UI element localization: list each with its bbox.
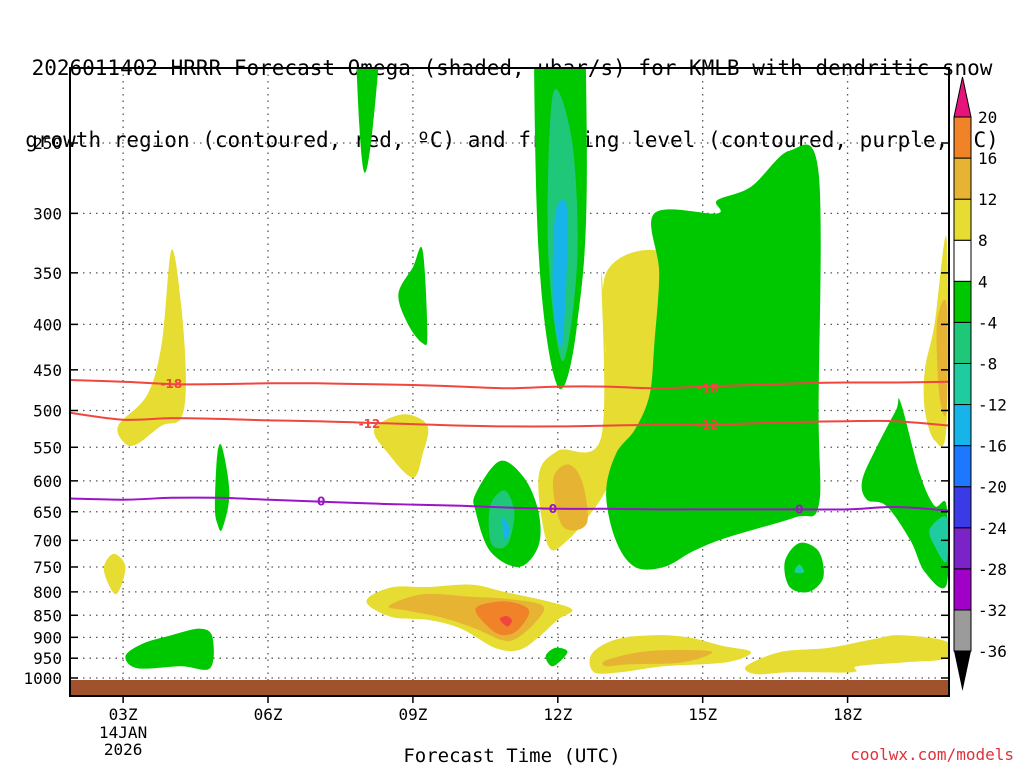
colorbar-box-8	[953, 198, 972, 241]
dendritic-contour-m18-label-2: -18	[697, 381, 719, 395]
y-tick-label-500: 500	[33, 402, 62, 421]
omega-region-30	[744, 635, 949, 675]
y-tick-label-950: 950	[33, 649, 62, 668]
omega-region-5	[398, 246, 428, 346]
x-tick-label-12Z: 12Z	[543, 705, 572, 724]
omega-region-21	[861, 398, 949, 589]
omega-region-26	[499, 616, 512, 627]
colorbar-box--36	[953, 609, 972, 652]
chart-title-line-2: growth region (contoured, red, ºC) and f…	[25, 128, 999, 152]
colorbar-label--28: -28	[978, 560, 1007, 579]
colorbar-box--4	[953, 280, 972, 323]
x-tick-sublabel-1: 14JAN	[99, 723, 147, 742]
site-credit: coolwx.com/models	[850, 745, 1014, 764]
y-tick-label-450: 450	[33, 361, 62, 380]
colorbar-box--32	[953, 568, 972, 611]
omega-region-9	[214, 443, 230, 531]
colorbar-box--16	[953, 404, 972, 447]
colorbar-box-16	[953, 116, 972, 159]
colorbar-box--28	[953, 527, 972, 570]
omega-region-4	[552, 199, 568, 348]
x-tick-label-09Z: 09Z	[398, 705, 427, 724]
colorbar-box--24	[953, 486, 972, 529]
omega-region-15	[552, 464, 588, 531]
colorbar-under-triangle	[954, 651, 971, 691]
y-tick-label-850: 850	[33, 606, 62, 625]
omega-region-27	[545, 647, 568, 667]
colorbar-box--12	[953, 362, 972, 406]
y-tick-label-750: 750	[33, 558, 62, 577]
y-tick-label-900: 900	[33, 628, 62, 647]
y-tick-label-1000: 1000	[23, 669, 62, 688]
freezing-level-contour-line	[70, 496, 949, 512]
y-tick-label-350: 350	[33, 264, 62, 283]
x-tick-label-03Z: 03Z	[109, 705, 138, 724]
omega-colorbar: -36 -32 -28 -24 -20 -16 -12 -8 -4 4 8 12 16 20	[953, 76, 1007, 691]
omega-shading	[103, 68, 949, 675]
y-tick-label-550: 550	[33, 438, 62, 457]
colorbar-label--12: -12	[978, 396, 1007, 415]
omega-region-17	[784, 542, 824, 593]
y-tick-label-300: 300	[33, 204, 62, 223]
y-tick-label-650: 650	[33, 503, 62, 522]
x-tick-label-15Z: 15Z	[688, 705, 717, 724]
y-tick-label-400: 400	[33, 315, 62, 334]
x-tick-label-18Z: 18Z	[833, 705, 862, 724]
freezing-level-contour-label-2: 0	[549, 502, 557, 516]
colorbar-box--8	[953, 321, 972, 364]
surface-ground-bar	[71, 680, 948, 695]
omega-region-18	[794, 564, 805, 574]
dendritic-contour-m18-line	[70, 379, 949, 390]
y-tick-label-250: 250	[33, 134, 62, 153]
colorbar-box-4	[953, 239, 972, 282]
omega-region-1	[356, 68, 379, 173]
x-tick-sublabel-2: 2026	[104, 740, 143, 759]
omega-region-7	[103, 553, 126, 595]
omega-region-10	[125, 628, 214, 670]
colorbar-label--36: -36	[978, 642, 1007, 661]
colorbar-box--20	[953, 445, 972, 488]
pressure-axis: 250 300 350 400 450 500 550 600 650 700 750 800 850 9…	[23, 134, 949, 688]
colorbar-label--16: -16	[978, 437, 1007, 456]
y-tick-label-700: 700	[33, 531, 62, 550]
colorbar-label--8: -8	[978, 354, 997, 373]
colorbar-label--24: -24	[978, 519, 1007, 538]
colorbar-over-triangle	[953, 76, 972, 118]
freezing-level-contour-label-3: 0	[795, 502, 803, 516]
colorbar-label--20: -20	[978, 478, 1007, 497]
y-tick-label-600: 600	[33, 472, 62, 491]
omega-region-13	[502, 517, 510, 541]
colorbar-label-20: 20	[978, 108, 997, 127]
temperature-contours: -18 -18 -12 -12 0 0 0	[70, 377, 949, 516]
colorbar-label-4: 4	[978, 272, 988, 291]
omega-region-6	[117, 249, 186, 447]
colorbar-box-12	[953, 157, 972, 200]
plot-frame	[69, 67, 950, 697]
omega-region-8	[373, 414, 429, 478]
freezing-level-contour-label-1: 0	[317, 495, 325, 509]
y-tick-label-800: 800	[33, 583, 62, 602]
dendritic-contour-m12-label-1: -12	[359, 417, 381, 431]
omega-region-22	[929, 516, 949, 563]
colorbar-label-8: 8	[978, 231, 988, 250]
colorbar-label-16: 16	[978, 149, 997, 168]
x-axis-title: Forecast Time (UTC)	[403, 745, 621, 767]
omega-region-29	[602, 650, 713, 667]
dendritic-contour-m12-label-2: -12	[697, 418, 719, 432]
dendritic-contour-m18-label-1: -18	[161, 377, 183, 391]
dendritic-contour-m12-line	[70, 411, 949, 428]
colorbar-label--4: -4	[978, 313, 997, 332]
x-tick-label-06Z: 06Z	[254, 705, 283, 724]
omega-region-16	[606, 144, 821, 570]
colorbar-label--32: -32	[978, 601, 1007, 620]
colorbar-label-12: 12	[978, 190, 997, 209]
omega-region-20	[936, 299, 948, 417]
